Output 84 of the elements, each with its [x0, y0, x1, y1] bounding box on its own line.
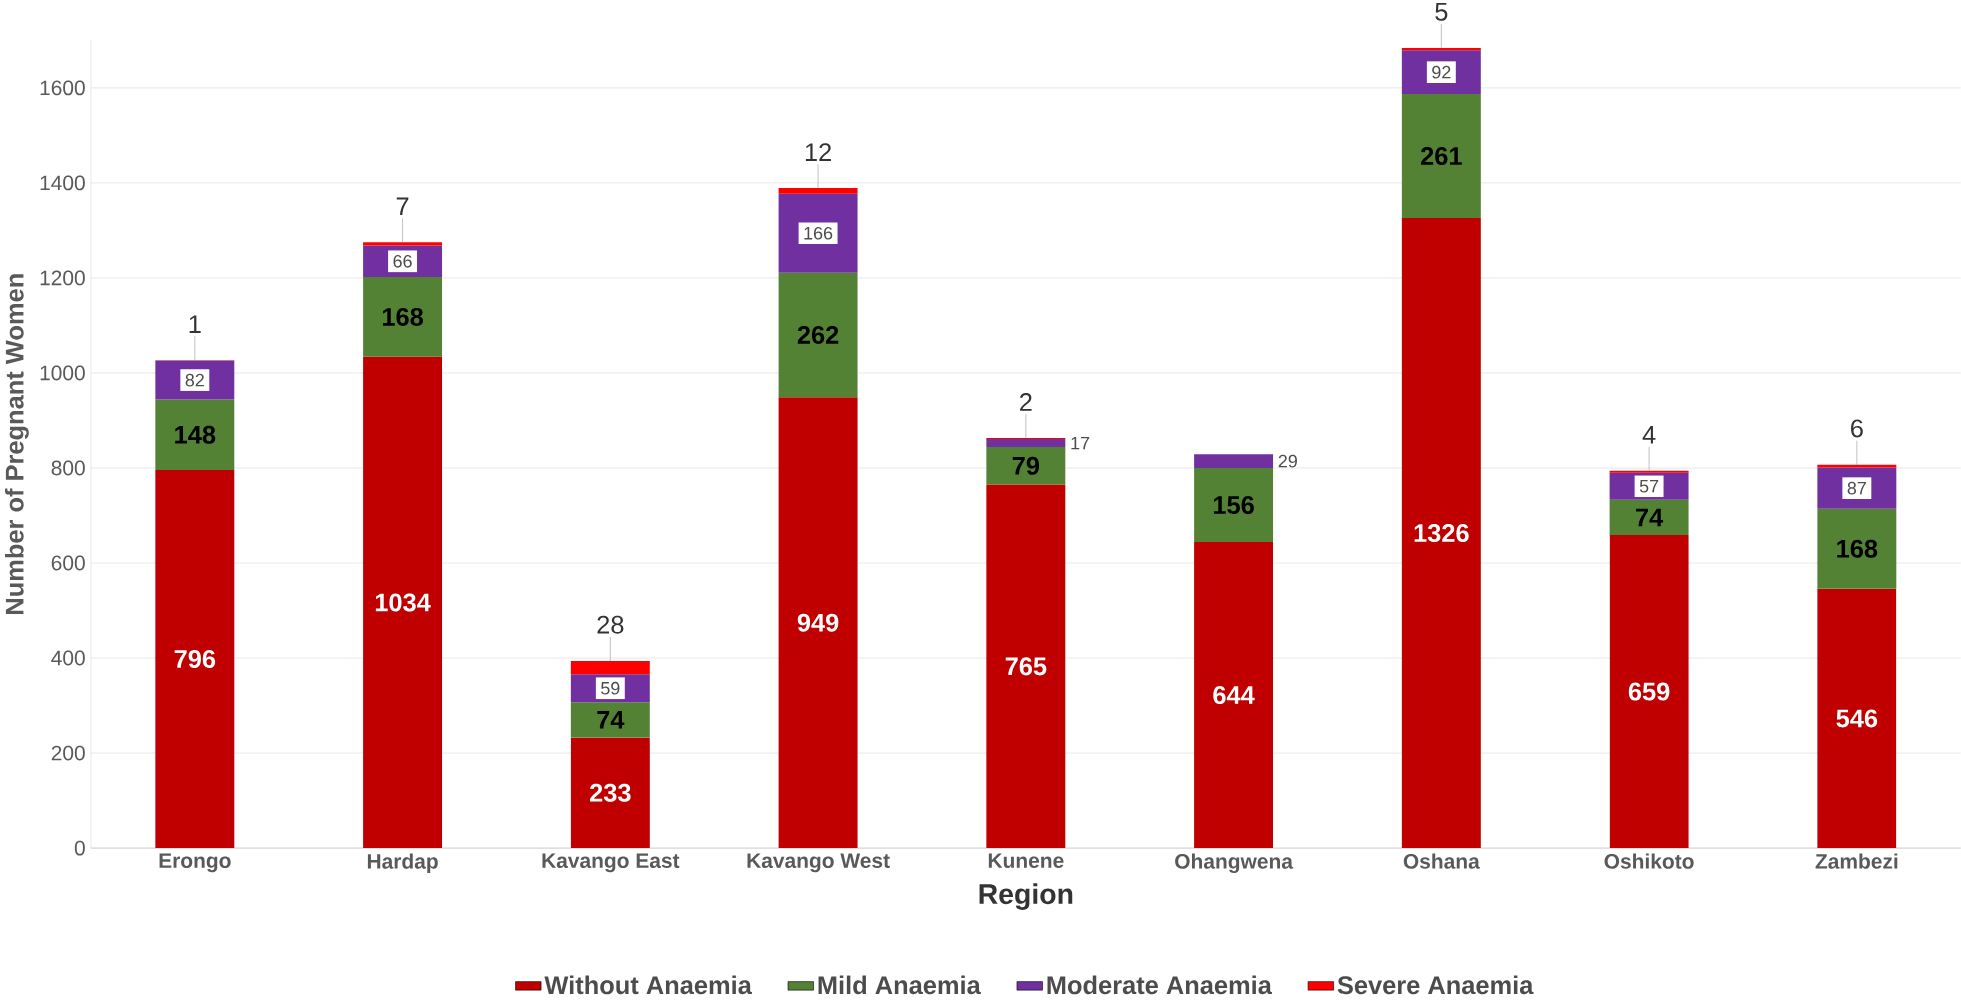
y-axis-title: Number of Pregnant Women: [4, 274, 29, 614]
bar: [570, 737, 650, 849]
x-tick-label: Hardap: [367, 853, 438, 873]
legend-label: Without Anaemia: [544, 975, 752, 995]
data-label: 57: [1639, 479, 1659, 493]
data-label: 82: [185, 373, 204, 387]
bar: [778, 272, 858, 398]
data-label: 66: [393, 254, 412, 268]
data-label: 168: [382, 307, 424, 326]
bar: [570, 660, 650, 675]
data-label: 1: [189, 315, 201, 333]
data-label: 92: [1432, 65, 1451, 79]
data-label: 168: [1837, 539, 1878, 558]
x-tick-label: Zambezi: [1815, 853, 1898, 869]
data-label: 765: [1005, 657, 1047, 676]
bar: [363, 242, 443, 246]
x-tick-label: Kavango West: [747, 853, 890, 873]
bar: [363, 276, 443, 357]
data-label: 79: [1012, 456, 1040, 475]
data-label: 5: [1435, 2, 1448, 21]
data-label: 4: [1642, 426, 1656, 444]
data-label: 87: [1847, 481, 1866, 495]
y-tick-label: 1600: [40, 80, 85, 96]
y-tick-label: 400: [51, 650, 85, 666]
data-label: 659: [1628, 682, 1670, 701]
y-tick-label: 1400: [40, 175, 85, 191]
data-label: 156: [1213, 495, 1254, 514]
data-label: 6: [1851, 419, 1863, 438]
bar: [1194, 454, 1274, 468]
legend-label: Mild Anaemia: [818, 975, 981, 995]
bar: [1401, 93, 1481, 218]
data-label: 7: [396, 197, 409, 215]
bar: [1817, 588, 1897, 849]
data-label: 74: [1636, 508, 1664, 527]
data-label: 2: [1020, 392, 1032, 411]
data-label: 12: [805, 143, 831, 161]
bar: [570, 702, 650, 738]
data-label: 644: [1213, 686, 1255, 705]
bar: [1609, 534, 1689, 849]
data-label: 949: [797, 613, 839, 632]
bar: [1401, 217, 1481, 849]
data-label: 1326: [1414, 523, 1469, 543]
bar: [986, 484, 1066, 849]
legend-label: Moderate Anaemia: [1047, 975, 1273, 995]
x-tick-label: Kavango East: [542, 853, 680, 873]
x-tick-label: Kunene: [988, 853, 1064, 868]
data-label: 1034: [375, 593, 431, 612]
y-tick-label: 0: [74, 840, 85, 856]
data-label: 28: [597, 615, 624, 634]
x-axis-title: Region: [979, 883, 1073, 910]
bar: [986, 438, 1066, 447]
bar: [1817, 464, 1897, 468]
bar: [778, 193, 858, 273]
bar: [1194, 467, 1274, 543]
x-tick-label: Oshikoto: [1604, 853, 1694, 869]
data-label: 17: [1071, 436, 1090, 450]
y-tick-label: 200: [51, 745, 85, 761]
y-tick-label: 600: [51, 555, 85, 571]
data-label: 74: [597, 710, 625, 729]
x-tick-label: Oshana: [1403, 853, 1480, 869]
bar: [363, 356, 443, 849]
bar: [155, 399, 235, 470]
bar: [1817, 508, 1897, 589]
y-tick-label: 1000: [40, 365, 85, 381]
y-tick-label: 1200: [40, 270, 85, 286]
data-label: 29: [1278, 454, 1297, 468]
bar: [155, 469, 235, 849]
data-label: 262: [797, 325, 839, 344]
data-label: 261: [1421, 146, 1462, 165]
bar: [778, 188, 858, 194]
bar: [778, 397, 858, 849]
data-label: 233: [590, 783, 631, 802]
data-label: 166: [804, 226, 833, 240]
bar: [986, 446, 1066, 485]
data-label: 148: [175, 425, 216, 444]
data-label: 796: [174, 649, 216, 668]
data-label: 59: [601, 681, 620, 695]
x-tick-label: Erongo: [159, 853, 231, 873]
x-tick-label: Ohangwena: [1175, 853, 1294, 873]
legend-label: Severe Anaemia: [1337, 975, 1534, 995]
y-tick-label: 800: [51, 460, 85, 476]
bar: [1609, 499, 1689, 535]
data-label: 546: [1836, 709, 1878, 728]
bar: [1194, 542, 1274, 849]
